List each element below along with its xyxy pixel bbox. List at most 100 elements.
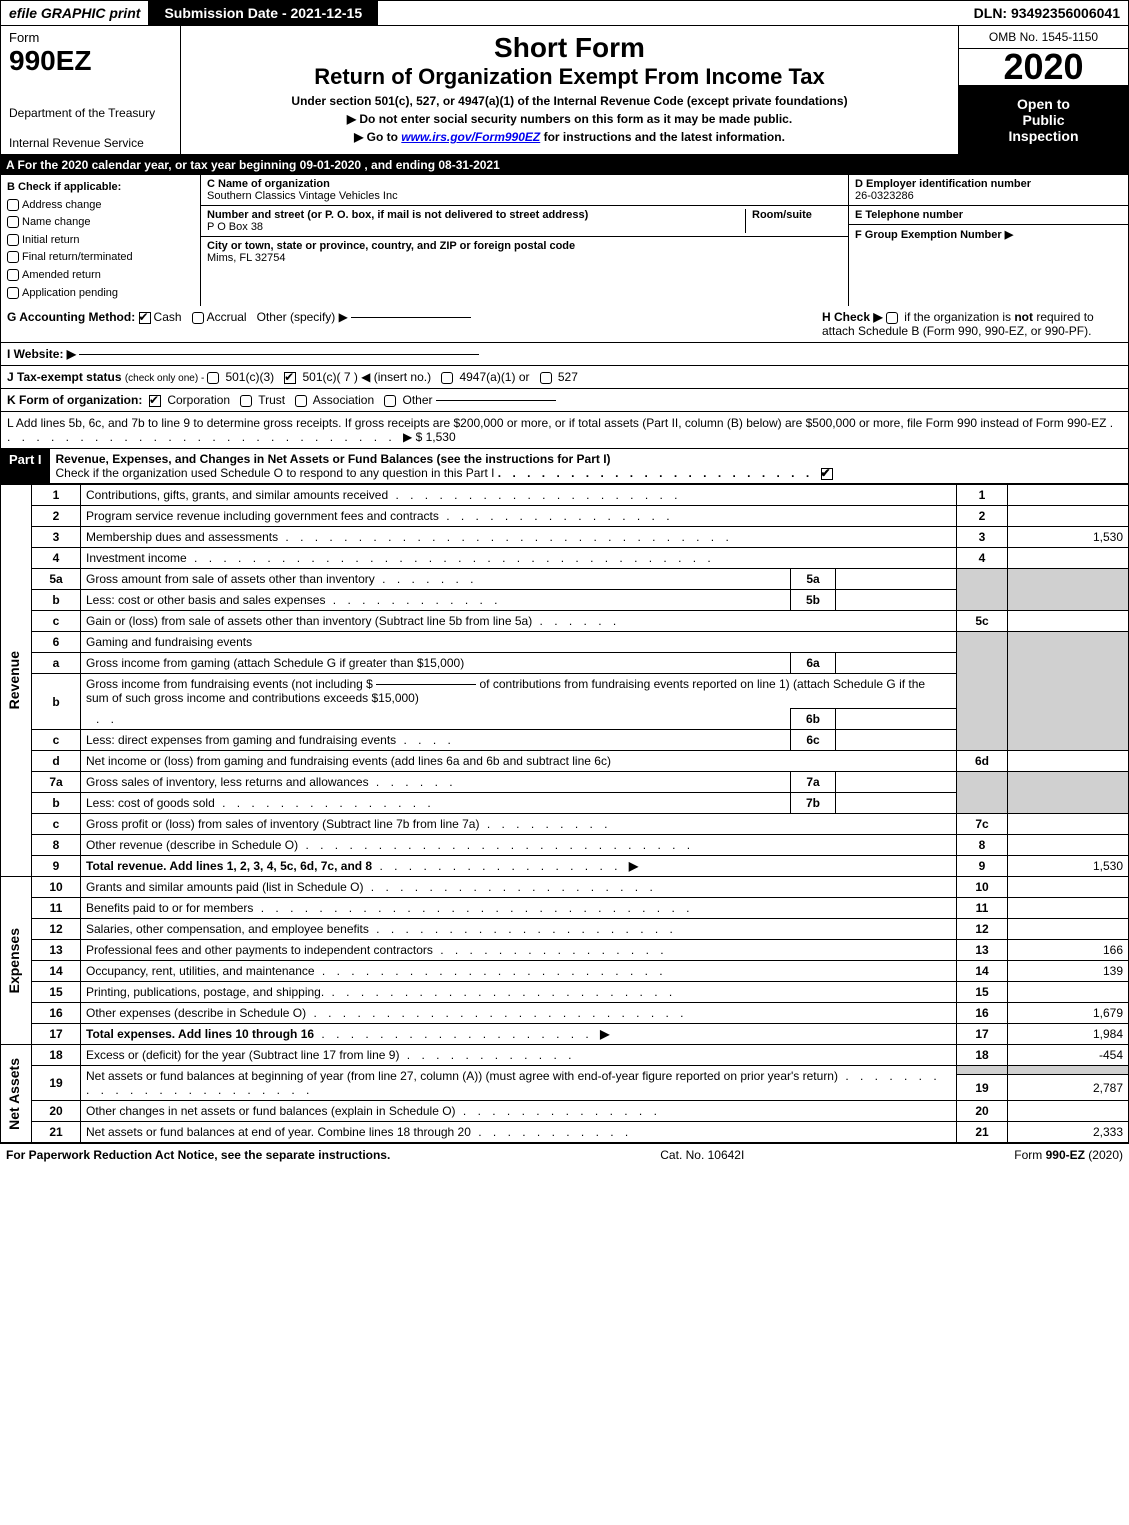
c-addr-label: Number and street (or P. O. box, if mail… — [207, 209, 588, 221]
line-3-num: 3 — [32, 527, 81, 548]
line-5a-sub: 5a — [791, 569, 836, 590]
line-10-desc: Grants and similar amounts paid (list in… — [81, 877, 957, 898]
line-1-num: 1 — [32, 485, 81, 506]
line-7a-desc: Gross sales of inventory, less returns a… — [81, 772, 791, 793]
line-13-num: 13 — [32, 940, 81, 961]
check-application-pending[interactable] — [7, 287, 19, 299]
label-trust: Trust — [258, 393, 285, 407]
h-label-1: H Check ▶ — [822, 310, 883, 324]
line-15-box: 15 — [957, 982, 1008, 1003]
part-i-header-row: Part I Revenue, Expenses, and Changes in… — [0, 449, 1129, 484]
main-title: Return of Organization Exempt From Incom… — [187, 64, 952, 90]
check-final-return[interactable] — [7, 251, 19, 263]
check-association[interactable] — [295, 395, 307, 407]
h-label-not: not — [1014, 310, 1033, 324]
line-5a-desc: Gross amount from sale of assets other t… — [81, 569, 791, 590]
org-address: P O Box 38 — [207, 221, 263, 233]
line-3-desc: Membership dues and assessments . . . . … — [81, 527, 957, 548]
line-7b-sub: 7b — [791, 793, 836, 814]
top-bar-left: efile GRAPHIC print Submission Date - 20… — [1, 1, 378, 25]
line-7c-val — [1008, 814, 1129, 835]
check-schedule-o-used[interactable] — [821, 468, 833, 480]
label-initial-return: Initial return — [22, 234, 79, 246]
line-5c-desc: Gain or (loss) from sale of assets other… — [81, 611, 957, 632]
label-address-change: Address change — [22, 199, 102, 211]
check-501c[interactable] — [284, 372, 296, 384]
line-17-box: 17 — [957, 1024, 1008, 1045]
line-6b-desc-1: Gross income from fundraising events (no… — [81, 674, 957, 709]
line-7c-box: 7c — [957, 814, 1008, 835]
line-18-box: 18 — [957, 1045, 1008, 1066]
j-label: J Tax-exempt status — [7, 370, 125, 384]
line-6a-sub: 6a — [791, 653, 836, 674]
top-bar: efile GRAPHIC print Submission Date - 20… — [0, 0, 1129, 26]
contrib-amount-input[interactable] — [376, 684, 476, 685]
other-org-input[interactable] — [436, 400, 556, 401]
irs-label: Internal Revenue Service — [9, 136, 172, 150]
line-11-box: 11 — [957, 898, 1008, 919]
instruction-1: ▶ Do not enter social security numbers o… — [187, 112, 952, 126]
footer-cat-no: Cat. No. 10642I — [660, 1148, 744, 1162]
label-name-change: Name change — [22, 216, 91, 228]
line-11-desc: Benefits paid to or for members . . . . … — [81, 898, 957, 919]
line-6a-num: a — [32, 653, 81, 674]
check-501c3[interactable] — [207, 372, 219, 384]
blocked-5ab-val — [1008, 569, 1129, 611]
efile-print-label[interactable]: efile GRAPHIC print — [1, 1, 148, 25]
form-label: Form — [9, 30, 172, 45]
line-7b-desc: Less: cost of goods sold . . . . . . . .… — [81, 793, 791, 814]
i-label: I Website: ▶ — [7, 347, 76, 361]
label-4947a1: 4947(a)(1) or — [459, 370, 529, 384]
line-8-val — [1008, 835, 1129, 856]
line-19-val: 2,787 — [1008, 1074, 1129, 1100]
footer-form-ref: Form 990-EZ (2020) — [1014, 1148, 1123, 1162]
line-6c-desc: Less: direct expenses from gaming and fu… — [81, 730, 791, 751]
website-input[interactable] — [79, 354, 479, 355]
c-name-label: C Name of organization — [207, 178, 330, 190]
blocked-19 — [957, 1066, 1008, 1075]
blocked-19-val — [1008, 1066, 1129, 1075]
line-7a-num: 7a — [32, 772, 81, 793]
check-trust[interactable] — [240, 395, 252, 407]
label-association: Association — [313, 393, 374, 407]
form-number: 990EZ — [9, 45, 172, 77]
check-initial-return[interactable] — [7, 234, 19, 246]
check-corporation[interactable] — [149, 395, 161, 407]
label-501c: 501(c)( 7 ) ◀ (insert no.) — [302, 370, 431, 384]
line-6d-num: d — [32, 751, 81, 772]
check-address-change[interactable] — [7, 199, 19, 211]
row-g-h: G Accounting Method: Cash Accrual Other … — [0, 306, 1129, 343]
check-accrual[interactable] — [192, 312, 204, 324]
check-4947a1[interactable] — [441, 372, 453, 384]
other-method-input[interactable] — [351, 317, 471, 318]
page-footer: For Paperwork Reduction Act Notice, see … — [0, 1143, 1129, 1166]
line-21-desc: Net assets or fund balances at end of ye… — [81, 1122, 957, 1143]
line-16-num: 16 — [32, 1003, 81, 1024]
line-12-val — [1008, 919, 1129, 940]
irs-link[interactable]: www.irs.gov/Form990EZ — [401, 130, 540, 144]
line-6d-box: 6d — [957, 751, 1008, 772]
line-2-val — [1008, 506, 1129, 527]
line-6d-desc: Net income or (loss) from gaming and fun… — [81, 751, 957, 772]
check-amended-return[interactable] — [7, 269, 19, 281]
line-15-desc: Printing, publications, postage, and shi… — [81, 982, 957, 1003]
line-4-desc: Investment income . . . . . . . . . . . … — [81, 548, 957, 569]
check-cash[interactable] — [139, 312, 151, 324]
blocked-5ab — [957, 569, 1008, 611]
instruction-2: ▶ Go to www.irs.gov/Form990EZ for instru… — [187, 130, 952, 144]
check-name-change[interactable] — [7, 216, 19, 228]
check-other-org[interactable] — [384, 395, 396, 407]
line-5b-desc: Less: cost or other basis and sales expe… — [81, 590, 791, 611]
line-3-val: 1,530 — [1008, 527, 1129, 548]
header-center: Short Form Return of Organization Exempt… — [181, 26, 958, 154]
row-k: K Form of organization: Corporation Trus… — [0, 389, 1129, 412]
line-6a-subval — [836, 653, 957, 674]
row-l: L Add lines 5b, 6c, and 7b to line 9 to … — [0, 412, 1129, 449]
check-schedule-b[interactable] — [886, 312, 898, 324]
short-form-title: Short Form — [187, 32, 952, 64]
check-527[interactable] — [540, 372, 552, 384]
line-10-num: 10 — [32, 877, 81, 898]
line-21-box: 21 — [957, 1122, 1008, 1143]
line-5a-subval — [836, 569, 957, 590]
room-suite-label: Room/suite — [752, 209, 812, 221]
